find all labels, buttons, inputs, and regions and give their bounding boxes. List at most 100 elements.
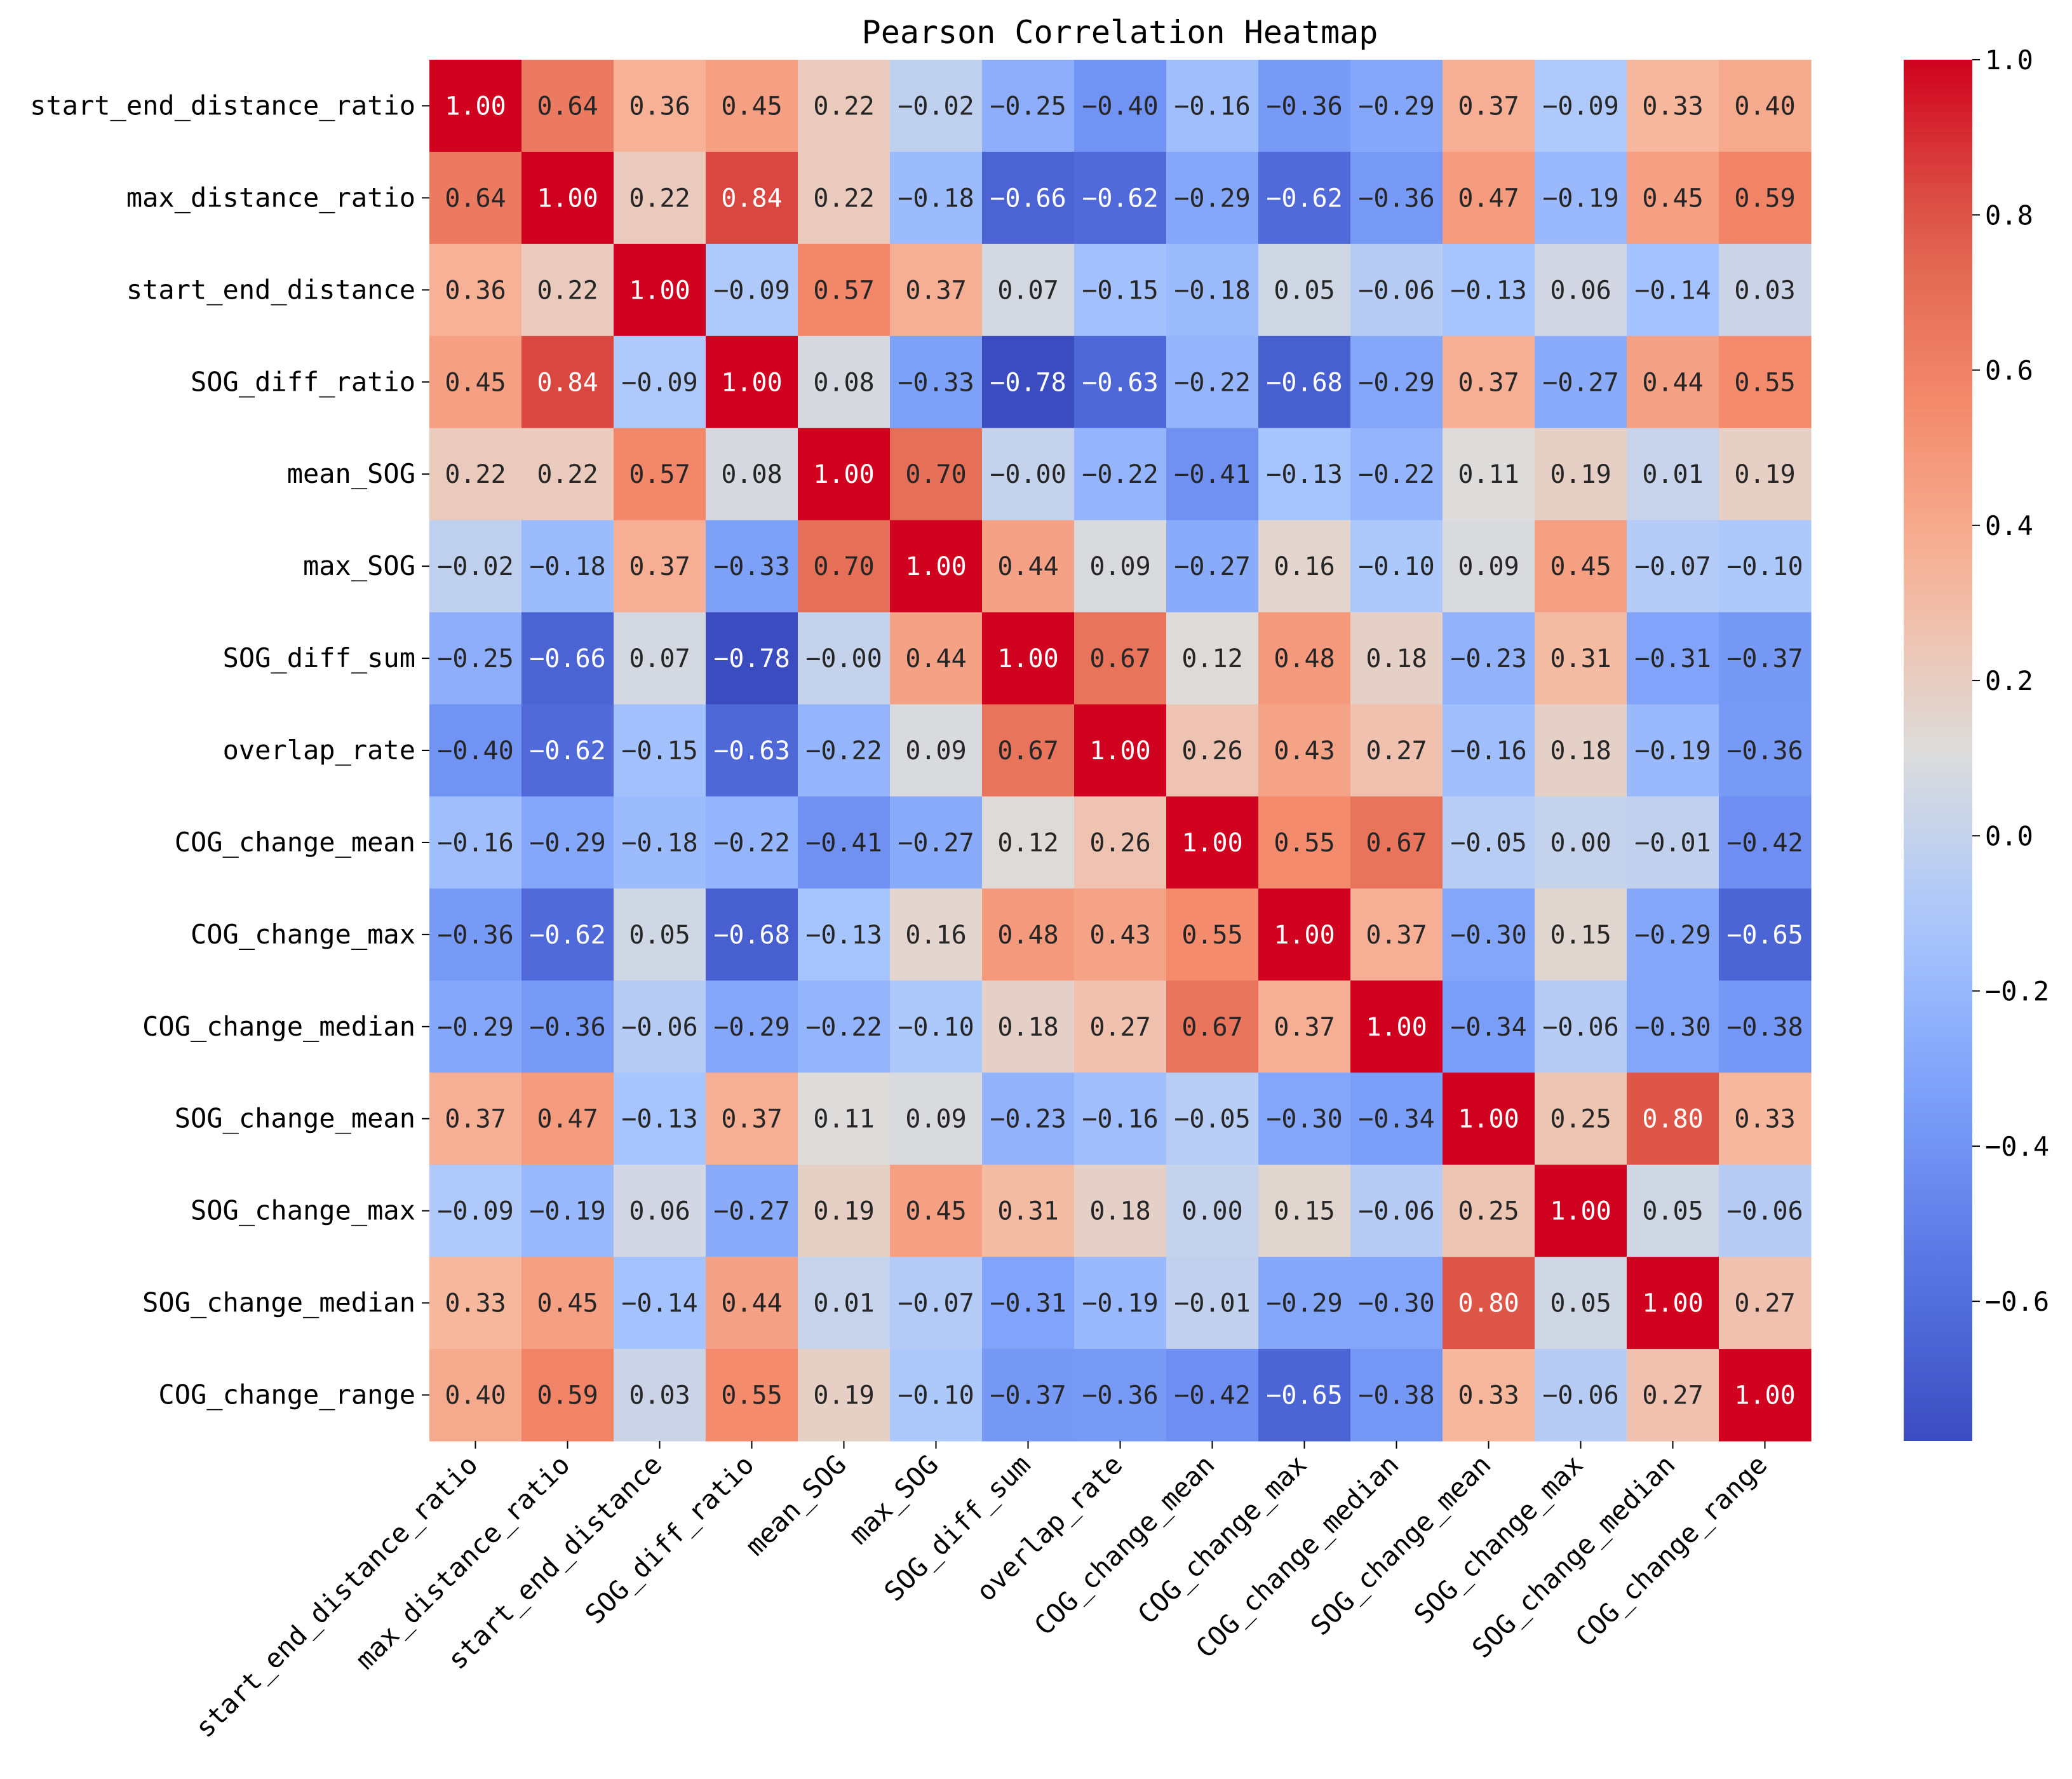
cell-value-label: 0.27	[1366, 736, 1427, 766]
heatmap-cell	[521, 704, 614, 797]
cell-value-label: 0.37	[1458, 91, 1519, 121]
heatmap-cell	[1535, 1165, 1627, 1257]
y-axis-labels: start_end_distance_ratio max_distance_rat…	[30, 90, 429, 1410]
heatmap-cell	[1627, 520, 1719, 613]
cell-value-label: 0.27	[1734, 1289, 1795, 1318]
cell-value-label: −0.29	[1266, 1289, 1342, 1318]
cell-value-label: 0.37	[629, 552, 690, 581]
heatmap-cell	[429, 612, 522, 705]
heatmap-cell	[521, 1349, 614, 1442]
cell-value-label: 0.55	[1274, 829, 1335, 858]
heatmap-cell	[890, 428, 983, 521]
cell-value-label: 0.43	[1274, 736, 1335, 766]
heatmap-cell	[798, 243, 891, 337]
heatmap-cell	[1074, 796, 1167, 889]
heatmap-cell	[1350, 888, 1443, 981]
heatmap-cell	[706, 1072, 798, 1165]
heatmap-cell	[982, 428, 1075, 521]
cell-value-label: −0.10	[1726, 552, 1803, 581]
cell-value-label: 0.80	[1642, 1105, 1703, 1134]
cell-value-label: −0.18	[1174, 276, 1250, 305]
x-tick-label: COG_change_max	[1132, 1449, 1313, 1630]
cell-value-label: −0.29	[713, 1013, 790, 1042]
heatmap-cell	[1258, 60, 1351, 152]
y-tick-label: SOG_diff_sum	[223, 642, 415, 673]
heatmap-cell	[1535, 796, 1627, 889]
heatmap-cell	[521, 980, 614, 1073]
cell-value-label: 0.36	[629, 91, 690, 121]
cell-value-label: −0.15	[1082, 276, 1158, 305]
cell-value-label: −0.19	[1542, 184, 1618, 213]
y-tick-label: start_end_distance_ratio	[30, 90, 415, 121]
heatmap-cell	[429, 888, 522, 981]
heatmap-cell	[706, 704, 798, 797]
heatmap-cell	[1166, 1257, 1259, 1349]
heatmap-cell	[798, 1349, 891, 1442]
heatmap-cell	[982, 1349, 1075, 1442]
heatmap-cell	[706, 1257, 798, 1349]
cell-value-label: −0.62	[529, 736, 605, 766]
cell-value-label: −0.42	[1726, 829, 1803, 858]
heatmap-cell	[1074, 980, 1167, 1073]
heatmap-cell	[1258, 796, 1351, 889]
heatmap-cell	[1166, 60, 1259, 152]
heatmap-cell	[1350, 335, 1443, 429]
heatmap-cell	[706, 428, 798, 521]
heatmap-cell	[1166, 428, 1259, 521]
cell-value-label: −0.68	[713, 921, 790, 950]
cell-value-label: 0.70	[813, 552, 874, 581]
colorbar-tick-label: −0.6	[1985, 1286, 2049, 1317]
heatmap-cell	[1350, 1257, 1443, 1349]
heatmap-cell	[706, 335, 798, 429]
cell-value-label: −0.05	[1450, 829, 1526, 858]
heatmap-cell	[614, 60, 706, 152]
cell-value-label: −0.09	[1542, 91, 1618, 121]
heatmap-cell	[1443, 243, 1535, 337]
heatmap-cell	[1350, 980, 1443, 1073]
cell-value-label: −0.29	[1358, 91, 1434, 121]
cell-value-label: 0.22	[445, 460, 506, 489]
heatmap-cell	[521, 1072, 614, 1165]
cell-value-label: 0.67	[1089, 644, 1150, 673]
heatmap-cell	[1166, 704, 1259, 797]
cell-value-label: 0.44	[997, 552, 1058, 581]
cell-value-label: 0.26	[1181, 736, 1242, 766]
heatmap-cell	[521, 796, 614, 889]
heatmap-cell	[890, 612, 983, 705]
heatmap-cell	[1350, 1165, 1443, 1257]
cell-value-label: −0.01	[1634, 829, 1711, 858]
y-tick-label: COG_change_mean	[175, 827, 415, 858]
cell-value-label: −0.62	[529, 921, 605, 950]
heatmap-cell	[1627, 1072, 1719, 1165]
heatmap-cell	[982, 980, 1075, 1073]
cell-value-label: −0.27	[898, 829, 974, 858]
heatmap-cell	[521, 888, 614, 981]
cell-value-label: 0.67	[1181, 1013, 1242, 1042]
heatmap-cell	[1350, 1349, 1443, 1442]
cell-value-label: 0.44	[905, 644, 966, 673]
cell-value-label: 0.15	[1550, 921, 1611, 950]
cell-value-label: 0.12	[997, 829, 1058, 858]
heatmap-cell	[429, 1072, 522, 1165]
cell-value-label: 0.03	[1734, 276, 1795, 305]
cell-value-label: −0.31	[1634, 644, 1711, 673]
heatmap-cell	[429, 60, 522, 152]
cell-value-label: −0.62	[1082, 184, 1158, 213]
heatmap-cell	[1627, 612, 1719, 705]
y-tick-label: COG_change_median	[142, 1011, 415, 1042]
heatmap-cell	[1258, 980, 1351, 1073]
cell-value-label: −0.36	[1082, 1381, 1158, 1410]
cell-value-label: −0.27	[1542, 368, 1618, 397]
heatmap-cell	[706, 520, 798, 613]
cell-value-label: 0.55	[1181, 921, 1242, 950]
cell-value-label: 0.37	[1366, 921, 1427, 950]
heatmap-cell	[1719, 520, 1812, 613]
cell-value-label: 0.18	[997, 1013, 1058, 1042]
cell-value-label: 0.64	[445, 184, 506, 213]
heatmap-cell	[1074, 704, 1167, 797]
cell-value-label: −0.02	[898, 91, 974, 121]
cell-value-label: −0.30	[1358, 1289, 1434, 1318]
cell-value-label: 0.59	[537, 1381, 598, 1410]
cell-value-label: 1.00	[1734, 1381, 1795, 1410]
heatmap-cell	[614, 1165, 706, 1257]
